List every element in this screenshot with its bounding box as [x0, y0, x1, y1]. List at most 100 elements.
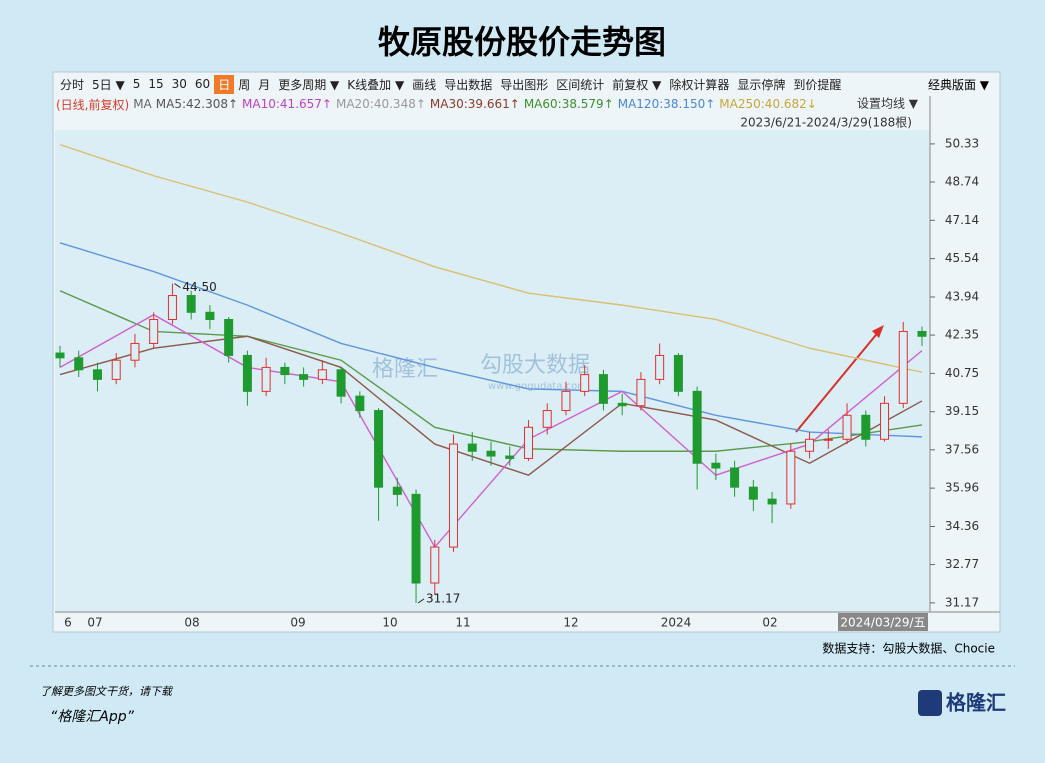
y-tick-label: 50.33	[945, 136, 979, 150]
toolbar-item[interactable]: 周	[238, 77, 251, 92]
candle-body	[748, 486, 758, 500]
candle-body	[880, 402, 890, 440]
toolbar-item[interactable]: 5日 ▼	[92, 77, 125, 92]
candle-body	[730, 467, 740, 488]
toolbar-item[interactable]: 月	[258, 77, 271, 92]
toolbar-item[interactable]: 显示停牌	[737, 77, 786, 92]
toolbar-item[interactable]: 导出图形	[500, 77, 549, 92]
legend-item: MA250:40.682↓	[719, 97, 817, 111]
ma-legend: (日线,前复权) MA MA5:42.308↑ MA10:41.657↑ MA20:40…	[54, 96, 819, 112]
y-tick-label: 32.77	[945, 557, 979, 571]
toolbar: 分时 5日 ▼ 5 15 30 60 日周月更多周期 ▼ K线叠加 ▼ 画线 导出数据 导出图形 区间…	[56, 74, 845, 94]
candle-body	[299, 374, 309, 380]
candle-body	[580, 374, 590, 392]
annotation-pointer	[174, 283, 181, 288]
toolbar-item[interactable]: 60	[194, 77, 211, 91]
toolbar-item[interactable]: 导出数据	[444, 77, 493, 92]
chart-title: 牧原股份股价走势图	[378, 23, 666, 61]
toolbar-item[interactable]: 5	[132, 77, 141, 91]
y-tick-label: 34.36	[945, 519, 979, 533]
candle-body	[917, 330, 927, 337]
candle-body	[317, 369, 327, 380]
candle-body	[111, 359, 121, 380]
candle-body	[673, 354, 683, 392]
toolbar-item[interactable]: 画线	[412, 77, 437, 92]
candle-body	[167, 295, 177, 320]
toolbar-item[interactable]: K线叠加 ▼	[347, 77, 405, 92]
candle-body	[486, 450, 496, 457]
candle-body	[242, 354, 252, 392]
candle-body	[842, 414, 852, 440]
watermark: 格隆汇 勾股大数据 www.gogudata.com	[372, 353, 590, 392]
logo: 格隆汇	[946, 691, 1006, 715]
range-label: 2023/6/21-2024/3/29(188根)	[740, 116, 912, 130]
ma-line	[59, 290, 923, 452]
annotation: 44.50	[182, 280, 216, 294]
toolbar-item[interactable]: 前复权 ▼	[612, 77, 662, 92]
candle-body	[561, 390, 571, 412]
y-tick-label: 47.14	[945, 213, 979, 227]
x-tick-label: 07	[87, 616, 102, 630]
x-tick-label: 02	[762, 616, 777, 630]
candle-body	[805, 438, 815, 452]
cursor-box	[838, 613, 928, 631]
x-tick-label: 6	[64, 616, 72, 630]
toolbar-item[interactable]: 到价提醒	[793, 77, 842, 92]
y-tick-label: 35.96	[945, 481, 979, 495]
legend-item: MA20:40.348↑	[335, 97, 426, 111]
legend-item: MA5:42.308↑	[155, 97, 239, 111]
x-tick-label: 2024	[661, 616, 692, 630]
toolbar-item[interactable]: 更多周期 ▼	[278, 77, 340, 92]
y-tick-label: 31.17	[945, 595, 979, 609]
toolbar-item[interactable]: 区间统计	[556, 77, 605, 92]
candle-body	[861, 414, 871, 440]
candle-body	[598, 374, 608, 404]
toolbar-right: 经典版面 ▼	[924, 75, 993, 93]
watermark-text: www.gogudata.com	[488, 381, 587, 392]
candle-body	[205, 311, 215, 320]
candle-body	[467, 443, 477, 452]
watermark-text: 格隆汇	[372, 357, 438, 382]
candle-body	[692, 390, 702, 464]
y-tick-label: 45.54	[945, 251, 979, 265]
toolbar-item[interactable]: 30	[171, 77, 187, 91]
candle-body	[767, 498, 777, 505]
annotation: 31.17	[426, 591, 460, 605]
toolbar-item[interactable]: 经典版面 ▼	[927, 77, 989, 92]
candle-body	[186, 295, 196, 313]
candle-body	[261, 366, 271, 392]
candle-body	[898, 330, 908, 404]
legend-item: MA120:38.150↑	[617, 97, 716, 111]
candle-body	[355, 395, 365, 412]
toolbar-item[interactable]: 分时	[60, 77, 85, 92]
y-tick-label: 48.74	[945, 174, 979, 188]
legend-item: MA10:41.657↑	[242, 97, 332, 111]
plot-area	[55, 130, 930, 612]
candle-body	[224, 318, 234, 356]
footer-app: “格隆汇App”	[50, 709, 135, 725]
toolbar-item[interactable]: 日	[214, 74, 235, 94]
candle-body	[786, 450, 796, 505]
candle-body	[336, 369, 346, 397]
candle-body	[430, 546, 440, 584]
x-tick-label: 09	[290, 616, 305, 630]
candle-body	[655, 354, 665, 380]
x-tick-label: 11	[455, 616, 470, 630]
ma-setting[interactable]: 设置均线 ▼	[857, 97, 919, 111]
x-tick-label: 08	[184, 616, 199, 630]
legend-item: MA30:39.661↑	[429, 97, 520, 111]
x-tick-label: 12	[563, 616, 578, 630]
annotation-pointer	[417, 598, 425, 604]
ma-line	[59, 242, 923, 438]
candle-body	[280, 366, 290, 376]
candle-body	[523, 426, 533, 459]
toolbar-item[interactable]: 15	[148, 77, 164, 91]
candle-body	[617, 402, 627, 407]
watermark-text: 勾股大数据	[480, 353, 590, 378]
cursor-label: 2024/03/29/五	[840, 616, 925, 630]
candle-body	[823, 438, 833, 441]
toolbar-item[interactable]: 除权计算器	[669, 77, 730, 92]
y-tick-label: 37.56	[945, 442, 979, 456]
source: 数据支持：勾股大数据、Chocie	[822, 641, 995, 656]
